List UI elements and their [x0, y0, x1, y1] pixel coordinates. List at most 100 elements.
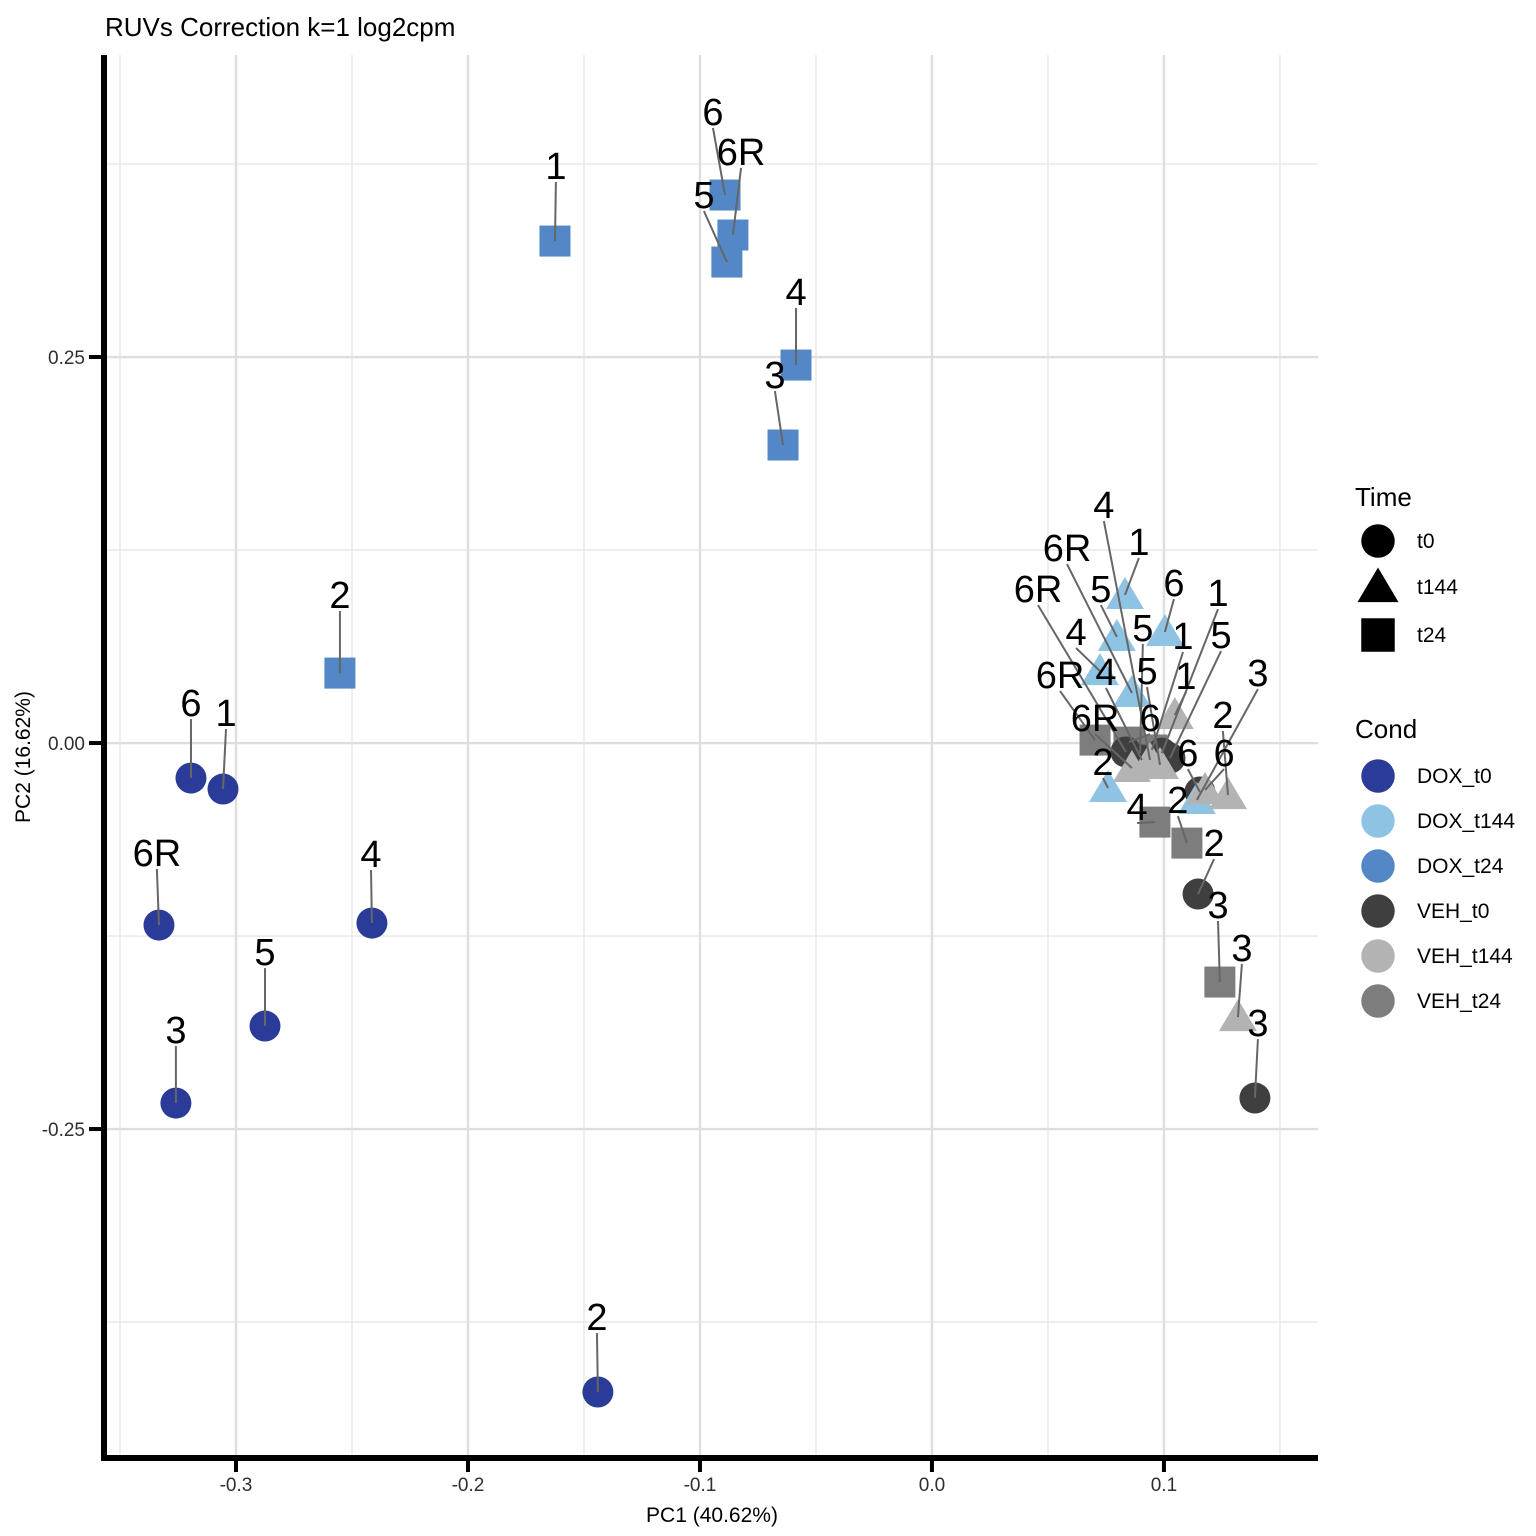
leader-line: [1059, 690, 1096, 741]
point-label: 4: [1065, 612, 1086, 654]
leader-line: [703, 210, 728, 263]
grid-lines: [107, 55, 1318, 1455]
leader-line: [1236, 964, 1243, 1018]
leader-line: [1196, 688, 1259, 801]
leader-line: [553, 182, 557, 242]
x-tick-label: 0.0: [919, 1475, 945, 1496]
legend-cond-item-label: VEH_t144: [1417, 945, 1513, 968]
square-legend-key-icon: [1361, 618, 1395, 652]
legend-cond-item: VEH_t0: [1361, 894, 1489, 928]
point-label: 6R: [1071, 698, 1120, 740]
point-label: 5: [254, 932, 275, 974]
leader-line: [370, 870, 373, 924]
x-tick-label: -0.1: [684, 1475, 717, 1496]
data-point: [1080, 653, 1119, 686]
leader-line: [1253, 1039, 1259, 1099]
leader-line: [1094, 733, 1133, 769]
x-axis-title: PC1 (40.62%): [646, 1504, 778, 1527]
data-point: [1186, 771, 1225, 804]
cond-swatch-icon: [1361, 894, 1395, 928]
legend-cond-item: VEH_t144: [1361, 939, 1513, 973]
leader-line: [1124, 557, 1140, 596]
point-label: 5: [1136, 651, 1157, 693]
leader-line: [1099, 604, 1118, 638]
x-tick-mark: [233, 1461, 238, 1472]
x-tick-label: -0.3: [220, 1475, 253, 1496]
legend-cond-item-label: VEH_t0: [1417, 900, 1489, 923]
point-label: 5: [693, 175, 714, 217]
leader-line: [731, 167, 743, 236]
x-tick-mark: [697, 1461, 702, 1472]
leader-line: [1197, 858, 1215, 895]
cond-swatch-icon: [1361, 849, 1395, 883]
leader-line: [1146, 686, 1161, 766]
leader-line: [1221, 731, 1229, 796]
point-label: 6: [1177, 733, 1198, 775]
legend-time-item-label: t0: [1417, 530, 1435, 553]
point-label: 6: [1139, 698, 1160, 740]
point-label: 3: [1247, 1003, 1268, 1045]
point-label: 1: [1128, 522, 1149, 564]
leader-line: [1066, 563, 1133, 694]
y-tick-label: 0.25: [48, 348, 85, 369]
leader-line: [1176, 815, 1188, 844]
x-tick-label: -0.2: [452, 1475, 485, 1496]
leader-line: [155, 868, 160, 926]
point-label: 1: [1172, 616, 1193, 658]
point-label: 3: [1231, 928, 1252, 970]
point-label: 6R: [1036, 655, 1085, 697]
point-label: 3: [1207, 885, 1228, 927]
x-tick-label: 0.1: [1151, 1475, 1177, 1496]
legend-cond-item-label: DOX_t24: [1417, 855, 1504, 878]
x-tick-mark: [465, 1461, 470, 1472]
point-label: 4: [1093, 485, 1114, 527]
point-label: 6R: [133, 833, 182, 875]
y-tick-mark: [89, 1127, 101, 1132]
leader-line: [1105, 687, 1143, 761]
point-label: 3: [1247, 653, 1268, 695]
point-label: 1: [545, 146, 566, 188]
legend-time-item: t24: [1361, 618, 1447, 652]
axis-lines: [101, 55, 1318, 1461]
legend-time-item-label: t144: [1417, 576, 1458, 599]
y-tick-mark: [89, 355, 101, 360]
y-tick-label: 0.00: [48, 734, 85, 755]
x-tick-mark: [929, 1461, 934, 1472]
point-label: 2: [586, 1297, 607, 1339]
chart-title: RUVs Correction k=1 log2cpm: [105, 12, 455, 42]
leader-line: [1102, 777, 1109, 789]
legend-cond-item: VEH_t24: [1361, 984, 1501, 1018]
circle-legend-key-icon: [1361, 524, 1395, 558]
cond-swatch-icon: [1361, 984, 1395, 1018]
legend-cond-item: DOX_t24: [1361, 849, 1504, 883]
leader-line: [1186, 768, 1201, 793]
leader-line: [1136, 821, 1155, 824]
point-label: 5: [1210, 615, 1231, 657]
x-tick-mark: [1161, 1461, 1166, 1472]
point-label: 5: [1090, 569, 1111, 611]
point-label: 6R: [1014, 569, 1063, 611]
point-label: 1: [1207, 573, 1228, 615]
legend-cond-item: DOX_t144: [1361, 804, 1515, 838]
point-label: 4: [1126, 787, 1147, 829]
point-label: 3: [764, 355, 785, 397]
leader-line: [773, 390, 785, 446]
point-label: 2: [1212, 695, 1233, 737]
data-point: [1112, 750, 1151, 783]
point-label: 6: [180, 683, 201, 725]
legend-cond-title: Cond: [1355, 714, 1417, 744]
point-label: 1: [1175, 656, 1196, 698]
point-label: 2: [329, 575, 350, 617]
point-label: 5: [1132, 608, 1153, 650]
legend-time-item: t144: [1357, 567, 1458, 603]
legend-cond-item: DOX_t0: [1361, 759, 1492, 793]
cond-swatch-icon: [1361, 939, 1395, 973]
leader-line: [1169, 650, 1222, 759]
legend-cond-item-label: DOX_t0: [1417, 765, 1492, 788]
point-label: 2: [1092, 742, 1113, 784]
y-axis-title: PC2 (16.62%): [12, 691, 35, 823]
